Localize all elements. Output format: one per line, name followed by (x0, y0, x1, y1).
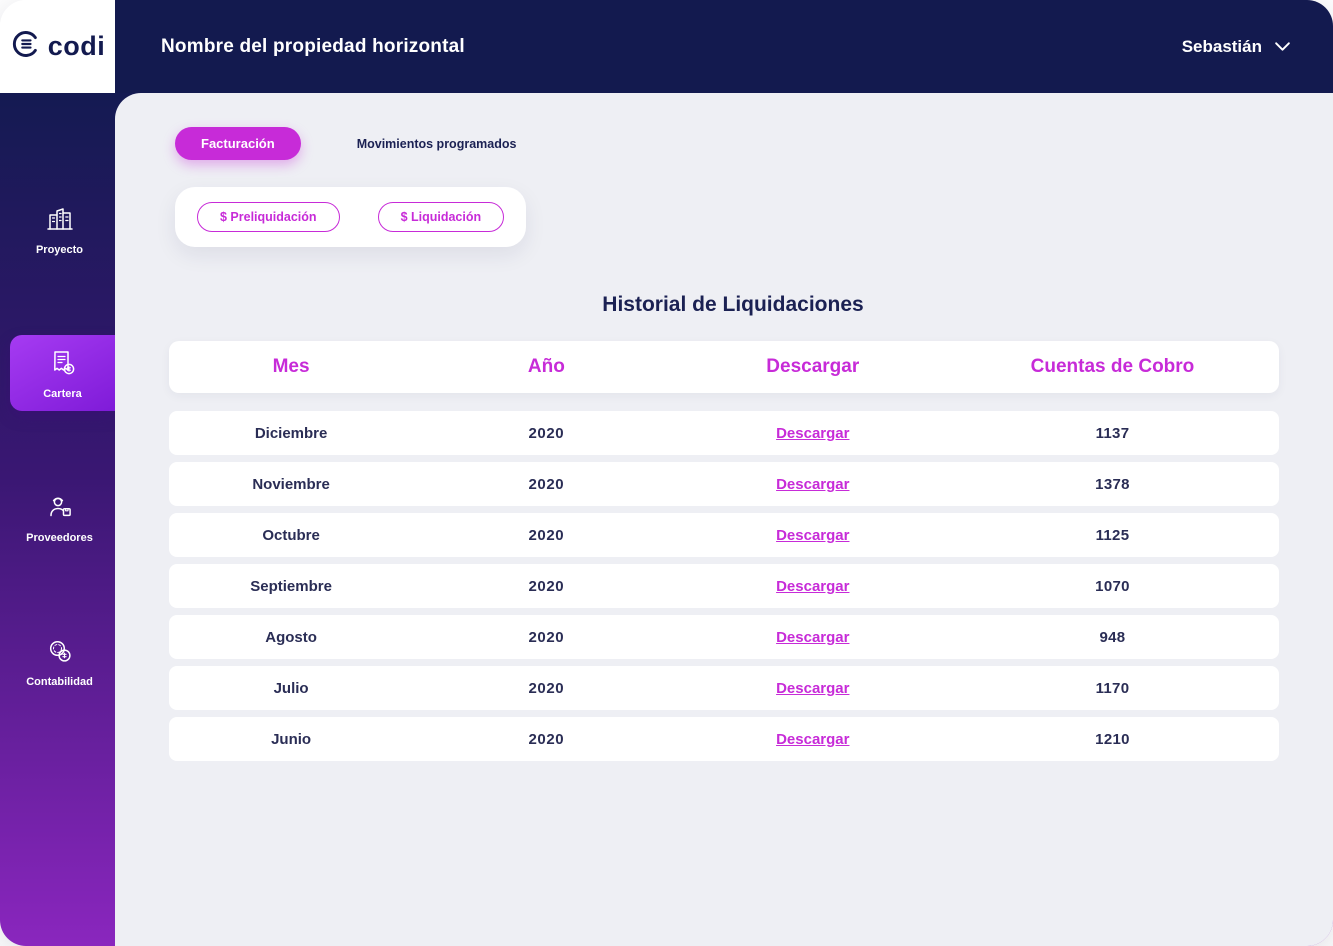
table-row: Octubre 2020 Descargar 1125 (169, 513, 1279, 557)
supplier-icon (43, 490, 77, 524)
sidebar-item-label: Proyecto (35, 244, 84, 256)
download-link[interactable]: Descargar (776, 730, 850, 748)
cell-year: 2020 (528, 679, 565, 697)
column-header-cuentas: Cuentas de Cobro (1030, 356, 1195, 377)
column-header-descargar: Descargar (766, 356, 860, 377)
header-bar: Nombre del propiedad horizontal Sebastiá… (115, 0, 1333, 93)
cell-count: 1125 (1095, 526, 1130, 544)
sidebar-item-proyecto[interactable]: Proyecto (10, 191, 109, 267)
cell-year: 2020 (528, 526, 565, 544)
cell-month: Noviembre (252, 475, 330, 493)
page-title: Nombre del propiedad horizontal (161, 35, 465, 57)
liquidations-table: Mes Año Descargar Cuentas de Cobro Dicie… (169, 341, 1297, 761)
download-link[interactable]: Descargar (776, 679, 850, 697)
main-content: Facturación Movimientos programados $ Pr… (115, 93, 1333, 946)
preliquidacion-button[interactable]: $ Preliquidación (197, 202, 340, 232)
cell-count: 948 (1099, 628, 1126, 646)
cell-count: 1210 (1095, 730, 1130, 748)
table-row: Noviembre 2020 Descargar 1378 (169, 462, 1279, 506)
column-header-ano: Año (527, 356, 565, 377)
sidebar-item-label: Proveedores (26, 532, 93, 544)
tab-facturacion[interactable]: Facturación (175, 127, 301, 160)
sidebar-item-label: Contabilidad (26, 676, 93, 688)
download-link[interactable]: Descargar (776, 475, 850, 493)
download-link[interactable]: Descargar (776, 526, 850, 544)
table-row: Septiembre 2020 Descargar 1070 (169, 564, 1279, 608)
table-row: Julio 2020 Descargar 1170 (169, 666, 1279, 710)
cell-month: Diciembre (254, 424, 328, 442)
column-header-mes: Mes (272, 356, 310, 377)
cell-year: 2020 (528, 424, 565, 442)
body-row: Proyecto Cartera (0, 93, 1333, 946)
liquidation-actions-card: $ Preliquidación $ Liquidación (175, 187, 527, 247)
sidebar-item-contabilidad[interactable]: Contabilidad (10, 623, 109, 699)
cell-year: 2020 (528, 628, 565, 646)
tab-bar: Facturación Movimientos programados (169, 127, 1297, 160)
table-row: Diciembre 2020 Descargar 1137 (169, 411, 1279, 455)
logo-text: codi (47, 31, 106, 61)
tab-movimientos-programados[interactable]: Movimientos programados (356, 136, 517, 151)
cell-year: 2020 (528, 730, 565, 748)
table-body: Diciembre 2020 Descargar 1137 Noviembre 2020 D… (169, 411, 1279, 761)
cell-count: 1137 (1095, 424, 1130, 442)
table-row: Agosto 2020 Descargar 948 (169, 615, 1279, 659)
invoice-coin-icon (46, 346, 80, 380)
liquidacion-button[interactable]: $ Liquidación (377, 202, 505, 232)
table-header-row: Mes Año Descargar Cuentas de Cobro (169, 341, 1279, 393)
cell-month: Julio (273, 679, 309, 697)
user-menu[interactable]: Sebastián (1182, 37, 1291, 57)
cell-month: Junio (271, 730, 312, 748)
coins-icon (43, 634, 77, 668)
cell-count: 1378 (1095, 475, 1130, 493)
buildings-icon (43, 202, 77, 236)
sidebar-item-proveedores[interactable]: Proveedores (10, 479, 109, 555)
cell-month: Septiembre (250, 577, 332, 595)
table-row: Junio 2020 Descargar 1210 (169, 717, 1279, 761)
cell-count: 1070 (1095, 577, 1130, 595)
download-link[interactable]: Descargar (776, 424, 850, 442)
download-link[interactable]: Descargar (776, 628, 850, 646)
cell-year: 2020 (528, 577, 565, 595)
codi-logo-icon (10, 28, 42, 65)
cell-count: 1170 (1095, 679, 1130, 697)
logo: codi (0, 0, 115, 93)
sidebar-item-label: Cartera (43, 388, 82, 400)
cell-month: Agosto (265, 628, 317, 646)
section-title: Historial de Liquidaciones (602, 293, 864, 316)
sidebar: Proyecto Cartera (0, 93, 115, 946)
cell-year: 2020 (528, 475, 565, 493)
chevron-down-icon (1274, 41, 1291, 52)
sidebar-item-cartera[interactable]: Cartera (10, 335, 115, 411)
download-link[interactable]: Descargar (776, 577, 850, 595)
user-name: Sebastián (1181, 36, 1262, 56)
top-bar: codi Nombre del propiedad horizontal Seb… (0, 0, 1333, 93)
cell-month: Octubre (262, 526, 320, 544)
